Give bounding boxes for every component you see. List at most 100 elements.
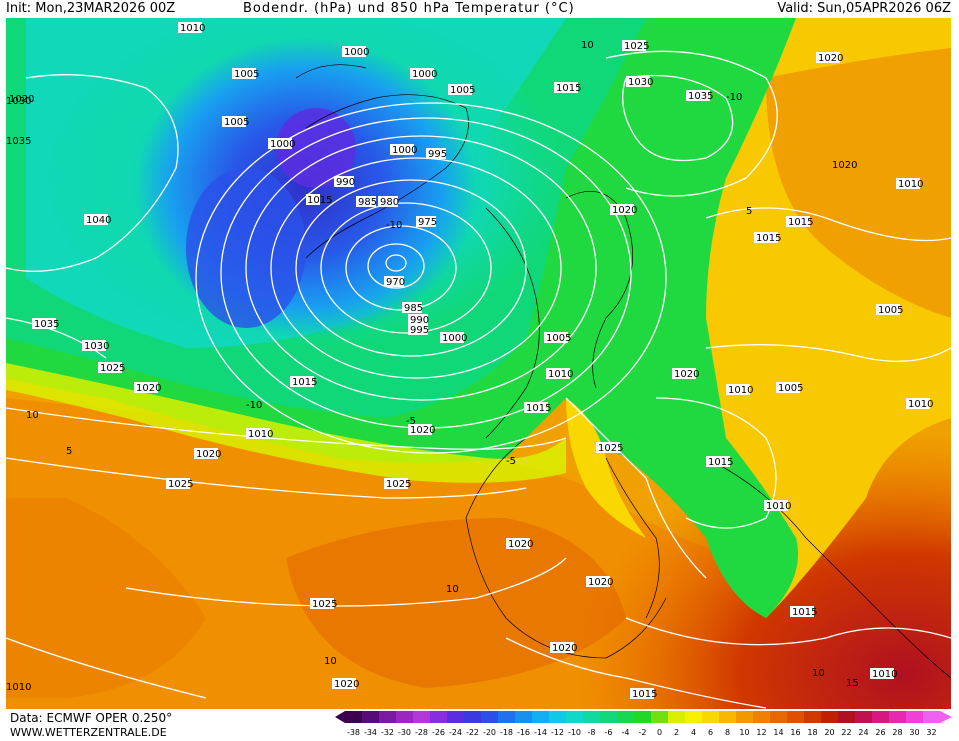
isobar-label: 995 <box>426 148 447 160</box>
colorbar-cell <box>617 711 635 723</box>
colorbar-cell <box>702 711 720 723</box>
isobar-label: 995 <box>408 324 429 336</box>
svg-text:1020: 1020 <box>612 205 637 216</box>
colorbar-tick-label: 18 <box>807 728 817 737</box>
isobar-label: 1010 <box>178 22 205 34</box>
map-plot-area: 1010 1005 1000 1000 1005 1015 1025 1030 … <box>6 18 951 709</box>
colorbar-cell <box>787 711 805 723</box>
svg-text:1025: 1025 <box>168 479 193 490</box>
isotherm-label: 5 <box>66 446 72 457</box>
svg-text:1000: 1000 <box>412 69 437 80</box>
colorbar-cell <box>600 711 618 723</box>
svg-text:1010: 1010 <box>548 369 573 380</box>
svg-text:1005: 1005 <box>234 69 259 80</box>
colorbar-cell <box>838 711 856 723</box>
svg-text:1025: 1025 <box>624 41 649 52</box>
colorbar-tick-label: 10 <box>739 728 749 737</box>
isotherm-label: -5 <box>506 456 516 467</box>
svg-text:1015: 1015 <box>708 457 733 468</box>
colorbar-cell <box>634 711 652 723</box>
svg-text:1005: 1005 <box>450 85 475 96</box>
colorbar-tick-label: -14 <box>534 728 547 737</box>
colorbar-cell <box>906 711 924 723</box>
colorbar-tick-label: 8 <box>725 728 730 737</box>
svg-text:1025: 1025 <box>386 479 411 490</box>
isobar-label: 1020 <box>672 368 699 380</box>
isobar-label: 1020 <box>194 448 221 460</box>
colorbar-cell <box>515 711 533 723</box>
isobar-label: 1020 <box>9 94 34 105</box>
temperature-colorbar: -38 -34 -32 -30 -28 -26 -24 -22 -20 -18 -16 -14 -12-… <box>335 711 952 737</box>
svg-text:975: 975 <box>418 217 437 228</box>
colorbar-tick-label: 26 <box>875 728 885 737</box>
colorbar-cell <box>532 711 550 723</box>
isobar-label: 1000 <box>440 332 467 344</box>
isobar-label: 1000 <box>390 144 417 156</box>
colorbar-tick-label: 6 <box>708 728 713 737</box>
svg-text:1005: 1005 <box>546 333 571 344</box>
svg-text:1015: 1015 <box>307 195 332 206</box>
colorbar-tick-label: -10 <box>568 728 581 737</box>
svg-text:1040: 1040 <box>86 215 111 226</box>
colorbar-tick-label: 30 <box>909 728 919 737</box>
svg-text:1020: 1020 <box>196 449 221 460</box>
isobar-label: 1020 <box>408 424 435 436</box>
colorbar-tick-label: -4 <box>622 728 630 737</box>
svg-text:1030: 1030 <box>628 77 653 88</box>
colorbar-tick-label: 32 <box>926 728 936 737</box>
colorbar-cell <box>498 711 516 723</box>
svg-text:1015: 1015 <box>756 233 781 244</box>
svg-text:1000: 1000 <box>270 139 295 150</box>
colorbar-cell <box>566 711 584 723</box>
colorbar-tick-label: 12 <box>756 728 766 737</box>
isobar-label: 1005 <box>448 84 475 96</box>
colorbar-cell <box>379 711 397 723</box>
colorbar-tick-label: -34 <box>364 728 377 737</box>
isobar-label: 1020 <box>134 382 161 394</box>
isobar-label: 1015 <box>554 82 581 94</box>
isobar-label: 1005 <box>876 304 903 316</box>
colorbar-tick-label: -32 <box>381 728 394 737</box>
colorbar-tick-label: -16 <box>517 728 530 737</box>
isobar-label: 1015 <box>524 402 551 414</box>
colorbar-cell <box>855 711 873 723</box>
colorbar-cell <box>923 711 941 723</box>
colorbar-cell <box>464 711 482 723</box>
isobar-labels: 1010 1005 1000 1000 1005 1015 1025 1030 … <box>6 22 933 700</box>
isobar-label: 1020 <box>506 538 533 550</box>
website-label: WWW.WETTERZENTRALE.DE <box>10 726 167 739</box>
colorbar-tick-label: 16 <box>790 728 800 737</box>
svg-text:1035: 1035 <box>6 136 31 147</box>
svg-text:1010: 1010 <box>898 179 923 190</box>
isobar-label: 1020 <box>332 678 359 690</box>
colorbar-cell <box>396 711 414 723</box>
colorbar-min-arrow <box>335 711 345 723</box>
colorbar-cell <box>719 711 737 723</box>
svg-text:985: 985 <box>404 303 423 314</box>
isobar-label: 1010 <box>246 428 273 440</box>
isobar-label: 1015 <box>630 688 657 700</box>
colorbar-cell <box>872 711 890 723</box>
colorbar-tick-label: 14 <box>773 728 783 737</box>
svg-text:1035: 1035 <box>34 319 59 330</box>
isotherm-label: 10 <box>324 656 337 667</box>
colorbar-cell <box>345 711 363 723</box>
svg-text:1015: 1015 <box>632 689 657 700</box>
svg-text:1015: 1015 <box>526 403 551 414</box>
isobar-label: 1025 <box>166 478 193 490</box>
svg-text:1020: 1020 <box>136 383 161 394</box>
colorbar-cell <box>668 711 686 723</box>
isobar-label: 1010 <box>896 178 923 190</box>
isobar-label: 1040 <box>84 214 111 226</box>
isobar-label: 1030 <box>82 340 109 352</box>
colorbar-cell <box>804 711 822 723</box>
isobar-label: 1035 <box>686 90 713 102</box>
isobar-label: 1005 <box>544 332 571 344</box>
svg-text:1020: 1020 <box>9 94 34 105</box>
colorbar-tick-label: -22 <box>466 728 479 737</box>
isobar-label: 1015 <box>790 606 817 618</box>
isobar-label: 1035 <box>6 136 31 147</box>
svg-text:995: 995 <box>428 149 447 160</box>
isobar-label: 1000 <box>342 46 369 58</box>
